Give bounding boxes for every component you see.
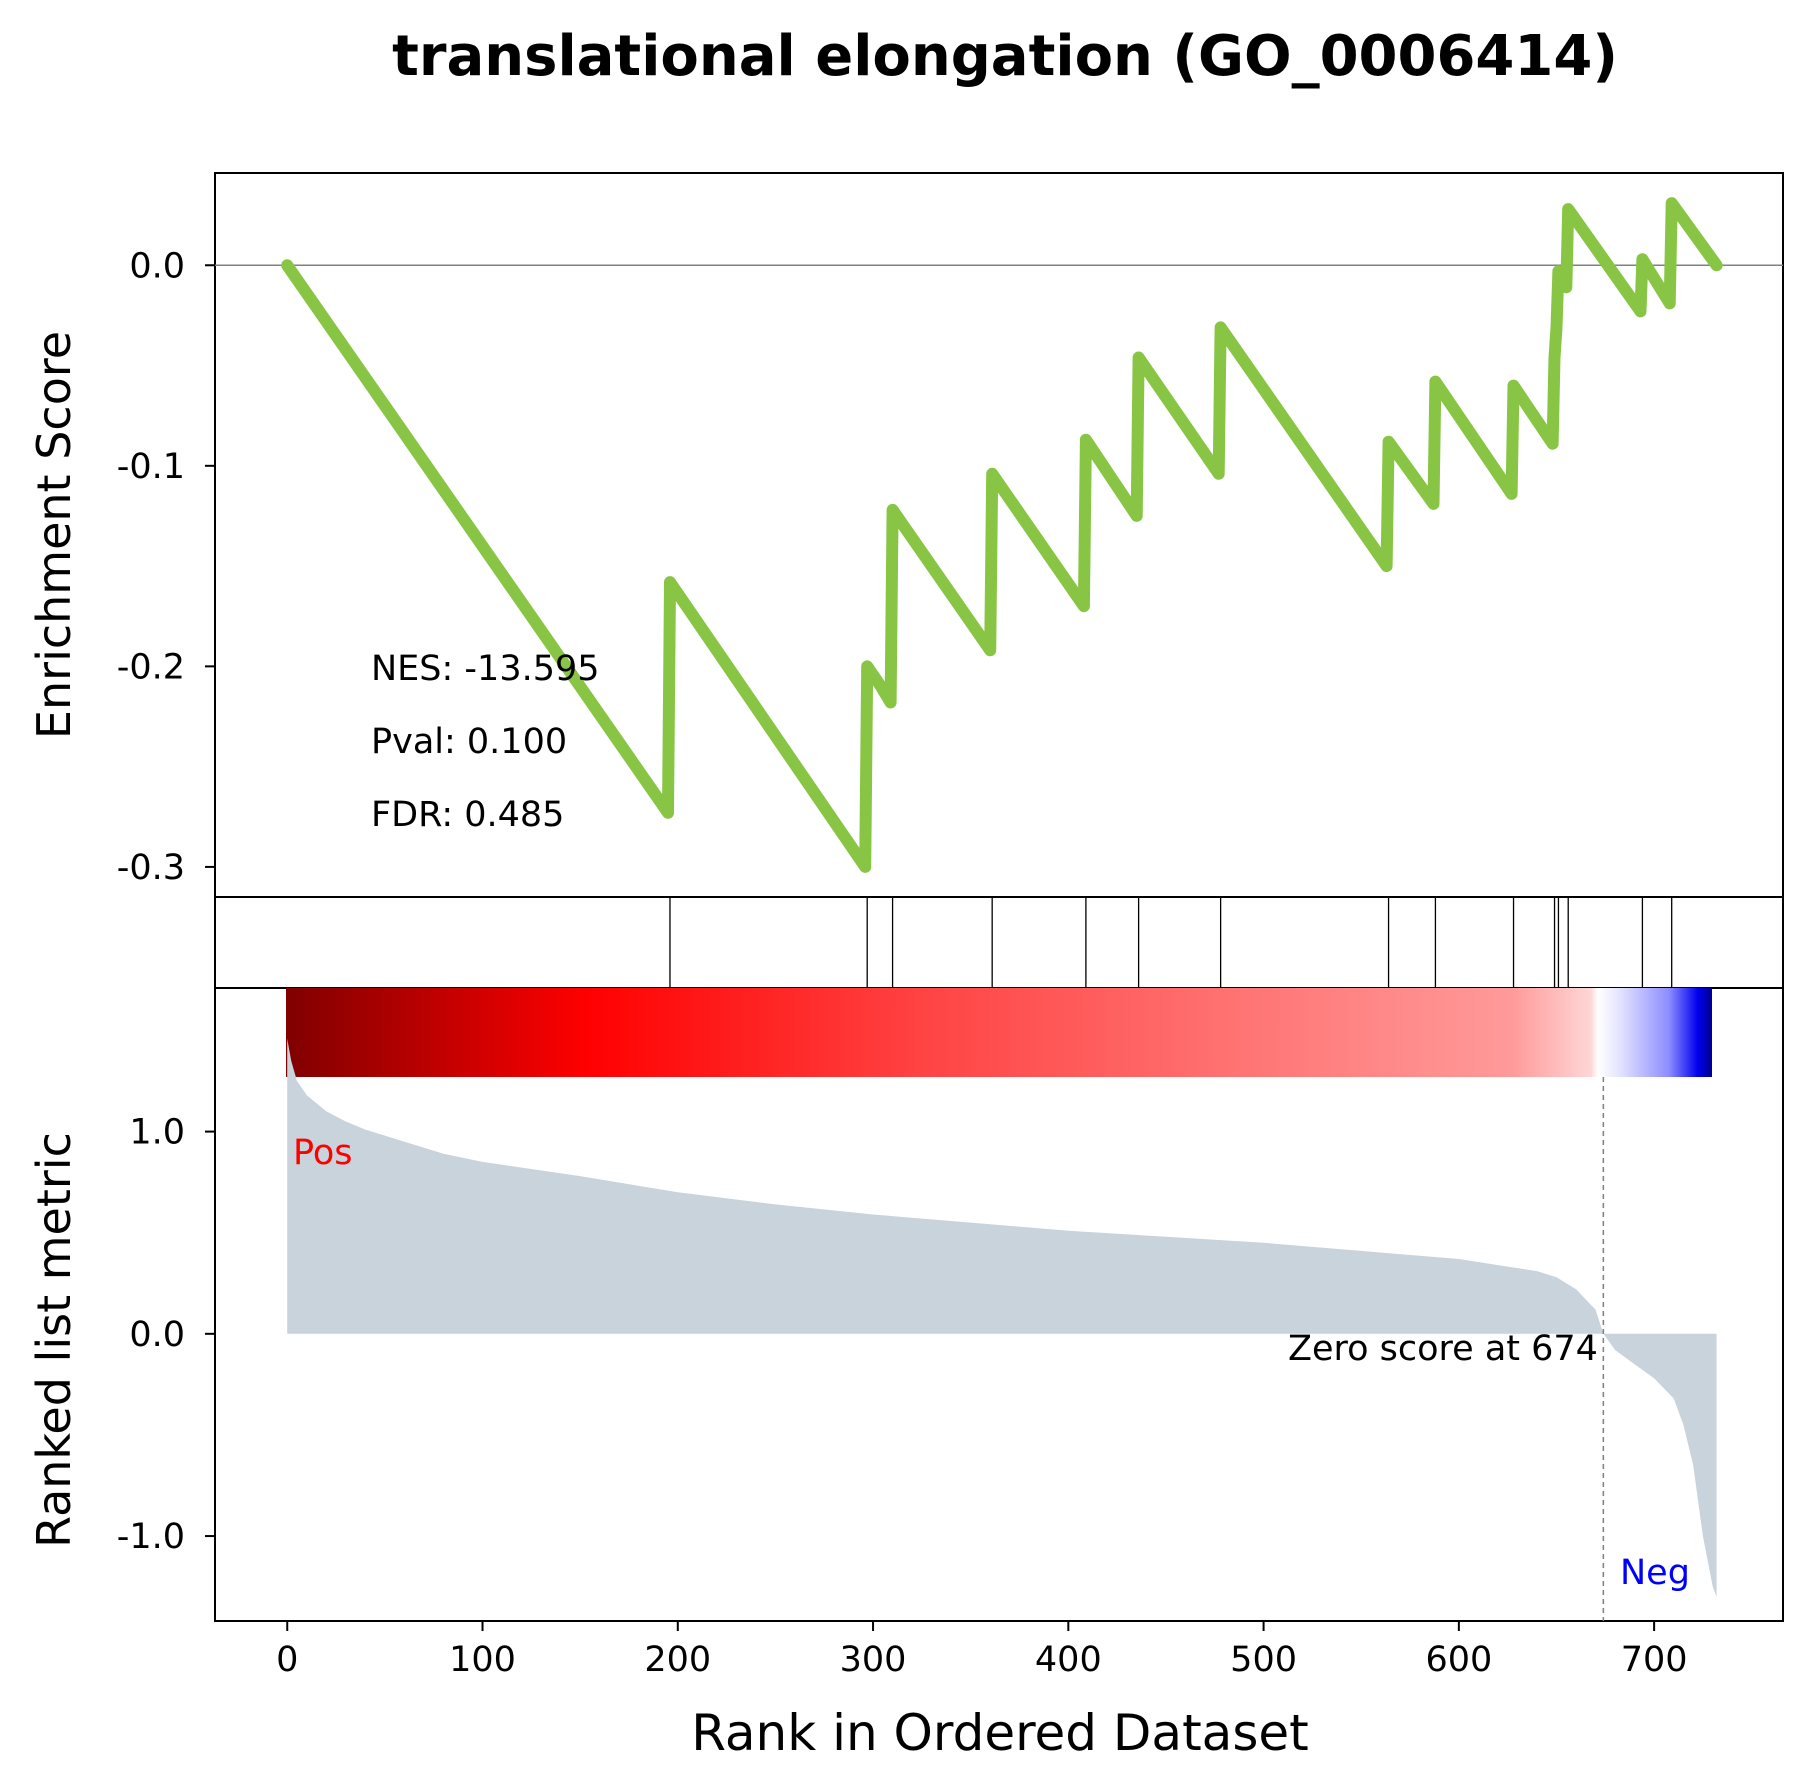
x-tick-label: 400 — [1035, 1640, 1102, 1680]
fdr-annotation: FDR: 0.485 — [371, 795, 564, 835]
x-tick-label: 0 — [276, 1640, 298, 1680]
enrichment-y-tick-label: -0.1 — [117, 447, 185, 487]
ranked-metric-series — [287, 1038, 1717, 1621]
enrichment-y-label: Enrichment Score — [27, 331, 81, 739]
x-tick-label: 600 — [1425, 1640, 1492, 1680]
enrichment-y-tick-label: -0.2 — [117, 647, 185, 687]
enrichment-panel-frame — [214, 172, 1784, 898]
enrichment-y-tick-label: 0.0 — [129, 246, 185, 286]
enrichment-y-axis: 0.0 -0.1 -0.2 -0.3 — [117, 246, 215, 888]
x-axis-label: Rank in Ordered Dataset — [691, 1704, 1308, 1762]
x-axis: 0 100 200 300 400 500 600 700 — [276, 1621, 1688, 1680]
ranked-metric-y-tick-label: -1.0 — [117, 1517, 185, 1557]
ranked-metric-y-axis: 1.0 0.0 -1.0 — [117, 1113, 215, 1557]
pos-label: Pos — [293, 1133, 353, 1173]
x-tick-label: 300 — [840, 1640, 907, 1680]
zero-score-label: Zero score at 674 — [1288, 1329, 1598, 1369]
rank-colorbar — [286, 988, 1712, 1077]
enrichment-y-tick-label: -0.3 — [117, 848, 185, 888]
gene-hit-markers — [669, 897, 1673, 988]
neg-label: Neg — [1620, 1553, 1690, 1593]
ranked-metric-y-label: Ranked list metric — [27, 1132, 81, 1548]
enrichment-score-line — [281, 197, 1723, 873]
x-tick-label: 100 — [449, 1640, 516, 1680]
ranked-metric-y-tick-label: 0.0 — [129, 1315, 185, 1355]
x-tick-label: 200 — [644, 1640, 711, 1680]
x-tick-label: 500 — [1230, 1640, 1297, 1680]
enrichment-score-series — [281, 197, 1723, 873]
nes-annotation: NES: -13.595 — [371, 649, 600, 689]
ranked-metric-y-tick-label: 1.0 — [129, 1113, 185, 1153]
x-tick-label: 700 — [1621, 1640, 1688, 1680]
hits-panel-frame — [214, 896, 1784, 989]
ranked-metric-area — [287, 1038, 1717, 1597]
pval-annotation: Pval: 0.100 — [371, 722, 567, 762]
chart-title: translational elongation (GO_0006414) — [392, 24, 1618, 89]
